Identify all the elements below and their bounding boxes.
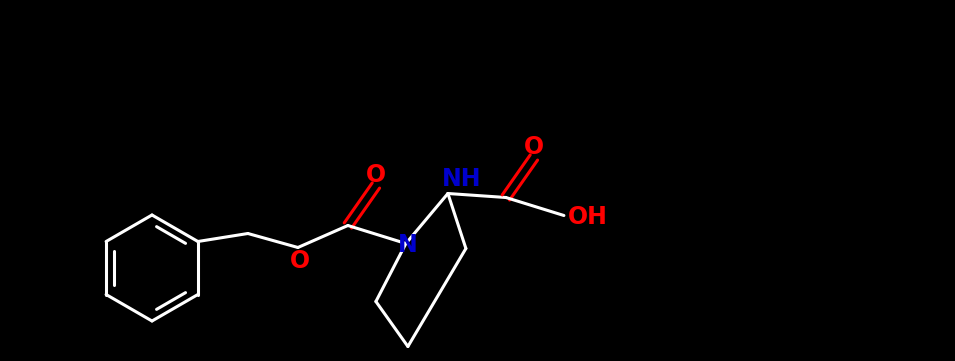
Text: O: O — [524, 135, 544, 158]
Text: O: O — [366, 162, 386, 187]
Text: N: N — [398, 234, 417, 257]
Text: O: O — [289, 249, 310, 274]
Text: NH: NH — [442, 168, 481, 191]
Text: OH: OH — [568, 205, 607, 230]
